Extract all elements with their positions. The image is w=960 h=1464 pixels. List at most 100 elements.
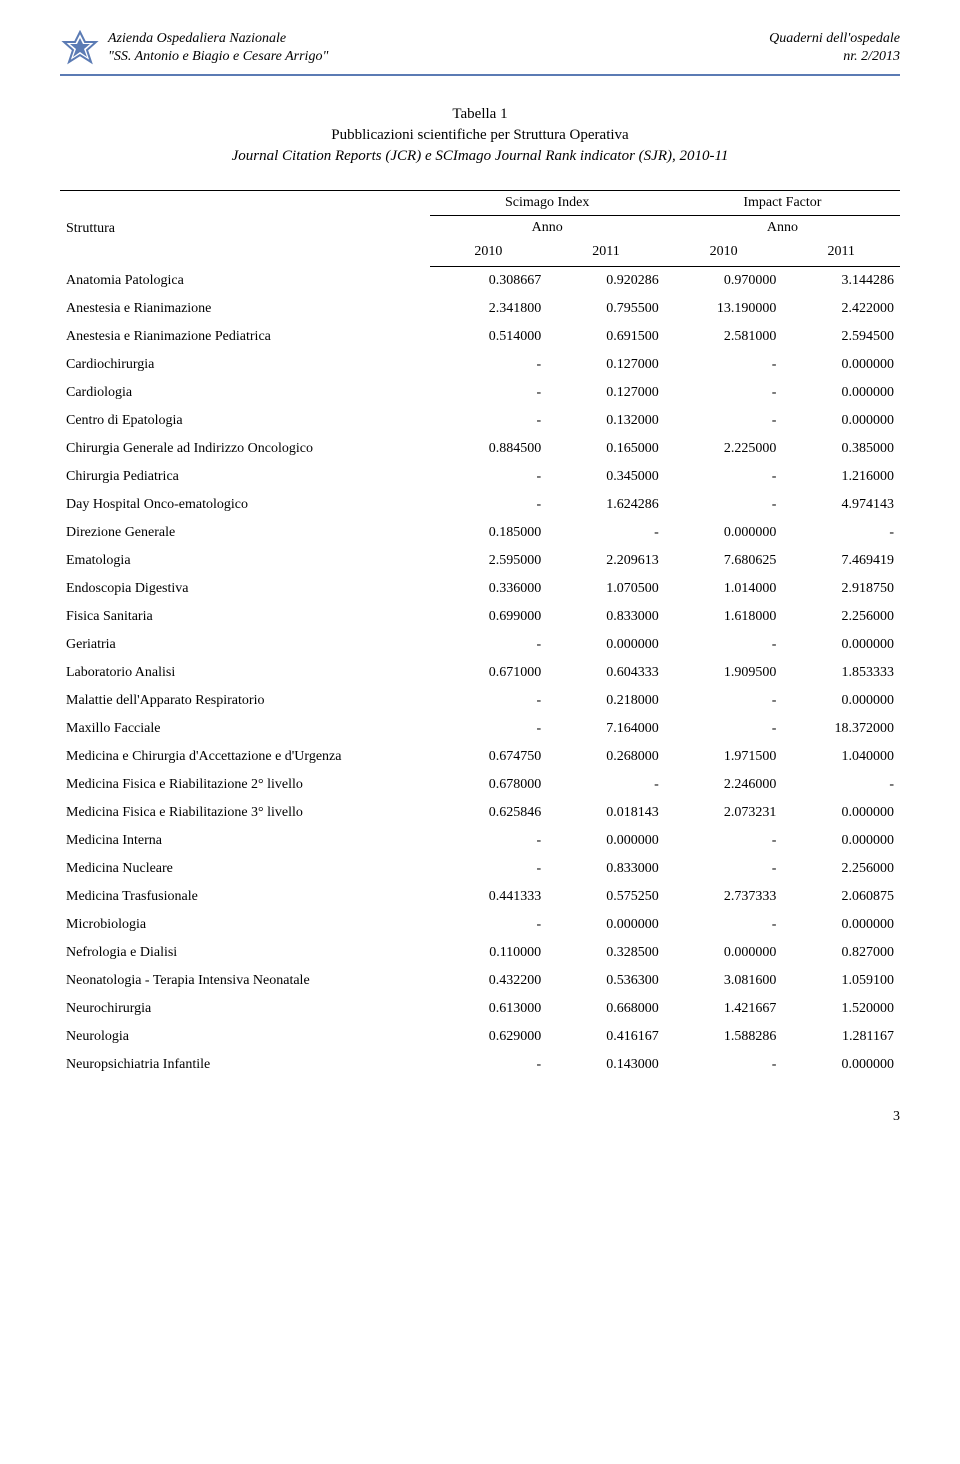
col-year-2011-b: 2011 — [782, 240, 900, 267]
row-value: 0.345000 — [547, 463, 665, 491]
table-row: Fisica Sanitaria0.6990000.8330001.618000… — [60, 603, 900, 631]
row-label: Anestesia e Rianimazione Pediatrica — [60, 323, 430, 351]
row-label: Anestesia e Rianimazione — [60, 295, 430, 323]
row-value: 7.680625 — [665, 547, 783, 575]
row-value: - — [547, 519, 665, 547]
row-label: Neonatologia - Terapia Intensiva Neonata… — [60, 967, 430, 995]
row-label: Cardiologia — [60, 379, 430, 407]
row-value: 0.833000 — [547, 603, 665, 631]
row-value: 2.341800 — [430, 295, 548, 323]
row-value: 1.014000 — [665, 575, 783, 603]
row-value: 0.165000 — [547, 435, 665, 463]
table-row: Medicina e Chirurgia d'Accettazione e d'… — [60, 743, 900, 771]
table-row: Medicina Fisica e Riabilitazione 2° live… — [60, 771, 900, 799]
row-value: - — [430, 491, 548, 519]
row-label: Medicina Fisica e Riabilitazione 2° live… — [60, 771, 430, 799]
row-value: 1.909500 — [665, 659, 783, 687]
row-value: 2.422000 — [782, 295, 900, 323]
table-row: Neonatologia - Terapia Intensiva Neonata… — [60, 967, 900, 995]
table-row: Nefrologia e Dialisi0.1100000.3285000.00… — [60, 939, 900, 967]
row-value: 0.385000 — [782, 435, 900, 463]
row-value: 0.000000 — [782, 911, 900, 939]
header-org-line2: "SS. Antonio e Biagio e Cesare Arrigo" — [108, 48, 769, 66]
row-value: 1.618000 — [665, 603, 783, 631]
row-value: - — [782, 771, 900, 799]
row-value: 1.588286 — [665, 1023, 783, 1051]
row-label: Neurochirurgia — [60, 995, 430, 1023]
row-value: 0.668000 — [547, 995, 665, 1023]
row-value: 0.000000 — [782, 407, 900, 435]
table-row: Chirurgia Pediatrica-0.345000-1.216000 — [60, 463, 900, 491]
row-value: - — [430, 351, 548, 379]
row-label: Neuropsichiatria Infantile — [60, 1051, 430, 1079]
row-value: 0.000000 — [665, 939, 783, 967]
col-group-scimago: Scimago Index — [430, 191, 665, 216]
row-value: 0.000000 — [782, 379, 900, 407]
row-value: 0.000000 — [782, 687, 900, 715]
row-value: 18.372000 — [782, 715, 900, 743]
table-row: Centro di Epatologia-0.132000-0.000000 — [60, 407, 900, 435]
row-value: - — [430, 463, 548, 491]
col-year-2010-b: 2010 — [665, 240, 783, 267]
table-body: Anatomia Patologica0.3086670.9202860.970… — [60, 267, 900, 1080]
row-label: Chirurgia Pediatrica — [60, 463, 430, 491]
row-value: 0.000000 — [547, 911, 665, 939]
table-row: Malattie dell'Apparato Respiratorio-0.21… — [60, 687, 900, 715]
row-value: 2.918750 — [782, 575, 900, 603]
row-value: 2.595000 — [430, 547, 548, 575]
row-label: Medicina Trasfusionale — [60, 883, 430, 911]
row-value: - — [665, 687, 783, 715]
row-label: Laboratorio Analisi — [60, 659, 430, 687]
row-value: 0.308667 — [430, 267, 548, 296]
row-value: - — [665, 911, 783, 939]
row-value: 0.143000 — [547, 1051, 665, 1079]
row-value: 2.256000 — [782, 855, 900, 883]
row-value: 0.625846 — [430, 799, 548, 827]
row-value: - — [547, 771, 665, 799]
row-value: - — [430, 379, 548, 407]
row-value: - — [430, 407, 548, 435]
row-label: Malattie dell'Apparato Respiratorio — [60, 687, 430, 715]
row-value: 0.691500 — [547, 323, 665, 351]
col-year-2011-a: 2011 — [547, 240, 665, 267]
table-title: Pubblicazioni scientifiche per Struttura… — [60, 127, 900, 144]
row-value: 0.678000 — [430, 771, 548, 799]
row-value: 0.604333 — [547, 659, 665, 687]
row-value: 0.132000 — [547, 407, 665, 435]
table-row: Geriatria-0.000000-0.000000 — [60, 631, 900, 659]
table-row: Cardiochirurgia-0.127000-0.000000 — [60, 351, 900, 379]
row-value: - — [430, 631, 548, 659]
table-row: Cardiologia-0.127000-0.000000 — [60, 379, 900, 407]
col-group-impact: Impact Factor — [665, 191, 900, 216]
row-value: 0.833000 — [547, 855, 665, 883]
table-row: Medicina Interna-0.000000-0.000000 — [60, 827, 900, 855]
row-value: 7.469419 — [782, 547, 900, 575]
table-row: Anestesia e Rianimazione2.3418000.795500… — [60, 295, 900, 323]
row-value: - — [665, 827, 783, 855]
row-label: Medicina Fisica e Riabilitazione 3° live… — [60, 799, 430, 827]
row-value: - — [665, 407, 783, 435]
hospital-logo-icon — [60, 30, 100, 70]
row-value: 1.853333 — [782, 659, 900, 687]
row-label: Neurologia — [60, 1023, 430, 1051]
header-org: Azienda Ospedaliera Nazionale "SS. Anton… — [108, 30, 769, 66]
row-value: 0.000000 — [782, 799, 900, 827]
row-value: 2.594500 — [782, 323, 900, 351]
row-value: 1.040000 — [782, 743, 900, 771]
row-label: Medicina e Chirurgia d'Accettazione e d'… — [60, 743, 430, 771]
table-row: Microbiologia-0.000000-0.000000 — [60, 911, 900, 939]
row-value: 0.884500 — [430, 435, 548, 463]
table-number: Tabella 1 — [60, 106, 900, 123]
table-row: Neurochirurgia0.6130000.6680001.4216671.… — [60, 995, 900, 1023]
table-row: Medicina Trasfusionale0.4413330.5752502.… — [60, 883, 900, 911]
row-value: - — [665, 715, 783, 743]
table-row: Neuropsichiatria Infantile-0.143000-0.00… — [60, 1051, 900, 1079]
row-value: 1.520000 — [782, 995, 900, 1023]
row-value: 0.000000 — [782, 351, 900, 379]
row-value: 0.575250 — [547, 883, 665, 911]
row-value: 2.581000 — [665, 323, 783, 351]
row-value: 3.081600 — [665, 967, 783, 995]
col-sub-anno-1: Anno — [430, 216, 665, 241]
row-value: 0.432200 — [430, 967, 548, 995]
table-row: Anatomia Patologica0.3086670.9202860.970… — [60, 267, 900, 296]
